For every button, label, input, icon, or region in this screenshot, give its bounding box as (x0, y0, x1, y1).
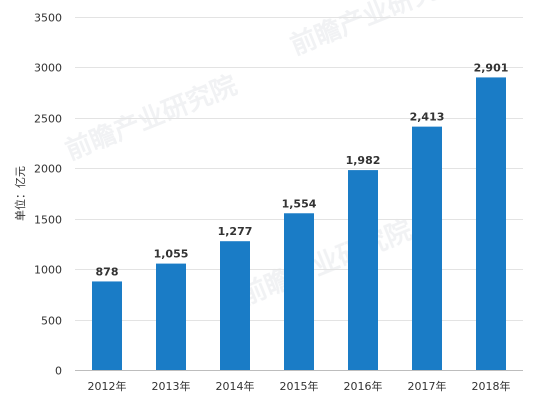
bar (348, 170, 378, 370)
y-tick-label: 0 (55, 365, 62, 378)
y-tick-label: 2000 (34, 163, 62, 176)
bar (92, 281, 122, 370)
x-tick-label: 2018年 (472, 379, 511, 393)
data-label: 1,055 (154, 248, 189, 261)
watermark-text: 前瞻产业研究院 (236, 215, 416, 312)
bar (412, 126, 442, 370)
x-tick-label: 2012年 (88, 379, 127, 393)
x-tick-label: 2017年 (408, 379, 447, 393)
watermark-text: 前瞻产业研究院 (286, 0, 466, 61)
data-labels: 878 1,055 1,277 1,554 1,982 2,413 2,901 (96, 61, 509, 278)
y-tick-label: 500 (41, 315, 62, 328)
x-tick-label: 2014年 (216, 379, 255, 393)
x-tick-label: 2016年 (344, 379, 383, 393)
y-axis-label: 单位：亿元 (13, 166, 27, 221)
y-tick-labels: 0 500 1000 1500 2000 2500 3000 3500 (34, 12, 62, 378)
bar (284, 213, 314, 370)
bar (220, 241, 250, 370)
x-tick-labels: 2012年 2013年 2014年 2015年 2016年 2017年 2018年 (88, 379, 511, 393)
data-label: 2,413 (410, 111, 445, 124)
data-label: 1,982 (346, 154, 381, 167)
data-label: 1,554 (282, 197, 317, 210)
data-label: 878 (96, 265, 119, 278)
y-tick-label: 3500 (34, 12, 62, 25)
data-label: 1,277 (218, 225, 253, 238)
data-label: 2,901 (474, 61, 509, 74)
bar (156, 263, 186, 370)
x-tick-label: 2013年 (152, 379, 191, 393)
y-tick-label: 3000 (34, 62, 62, 75)
y-tick-label: 1000 (34, 264, 62, 277)
bar (476, 77, 506, 371)
y-tick-label: 2500 (34, 113, 62, 126)
x-tick-label: 2015年 (280, 379, 319, 393)
y-tick-label: 1500 (34, 214, 62, 227)
bars (92, 77, 506, 371)
